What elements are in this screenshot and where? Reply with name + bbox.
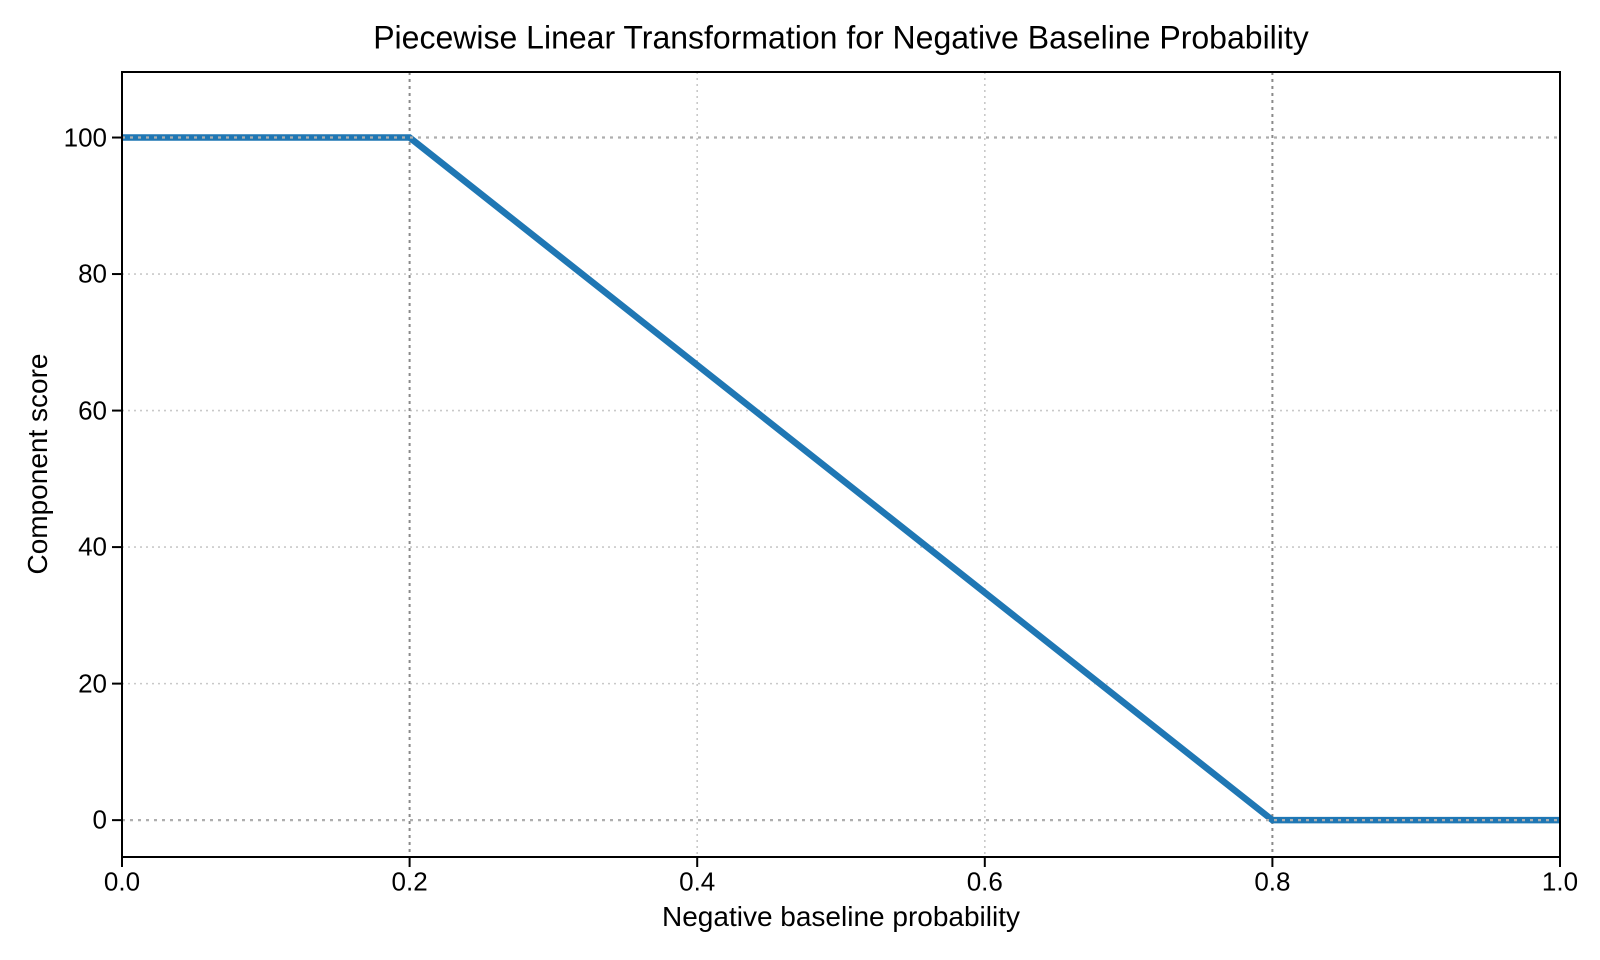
series-line-piecewise-linear-transformation (122, 134, 1560, 824)
x-tick-label: 0.4 (679, 866, 716, 897)
axes-spines (121, 71, 1561, 858)
y-tick-label: 0 (92, 804, 107, 835)
x-tick-label: 0.0 (103, 866, 141, 897)
x-tick-label: 0.2 (391, 866, 428, 897)
x-tick-label: 1.0 (1541, 866, 1579, 897)
y-tick-label: 20 (78, 668, 107, 699)
y-tick-label: 60 (78, 395, 107, 426)
y-tick-label: 40 (78, 531, 107, 562)
x-axis-label: Negative baseline probability (662, 901, 1020, 932)
x-tick-label: 0.8 (1254, 866, 1291, 897)
x-tick-label: 0.6 (966, 866, 1003, 897)
chart-title: Piecewise Linear Transformation for Nega… (373, 19, 1309, 56)
y-tick-label: 100 (63, 122, 107, 153)
y-axis-label: Component score (22, 353, 53, 575)
y-tick-label: 80 (78, 258, 107, 289)
